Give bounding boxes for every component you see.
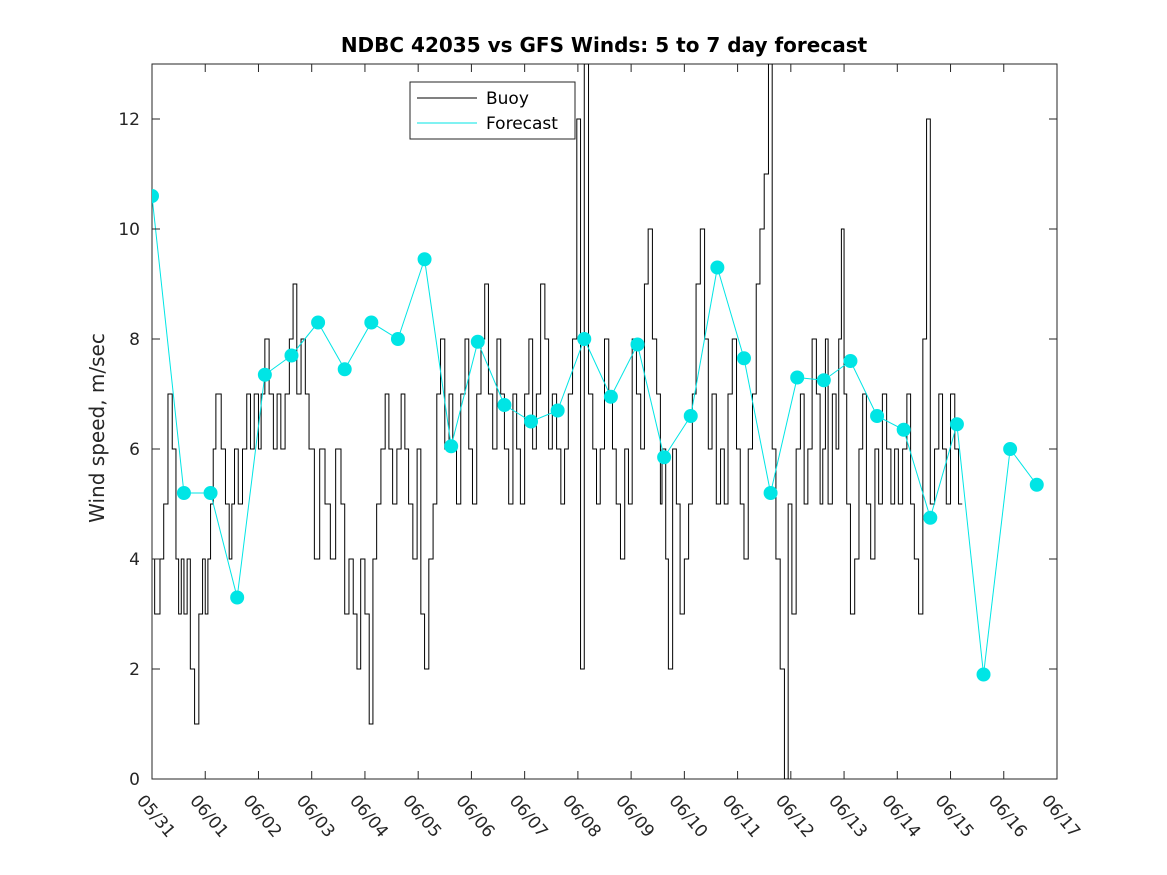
forecast-series-line: [743, 358, 772, 494]
forecast-marker: [337, 362, 352, 377]
forecast-series-line: [637, 344, 665, 458]
legend-box: [409, 81, 576, 140]
forecast-marker: [1029, 477, 1044, 492]
forecast-series-line: [690, 267, 718, 417]
forecast-series-line: [152, 195, 185, 494]
forecast-series-line: [849, 360, 878, 417]
forecast-marker: [657, 450, 672, 465]
forecast-marker: [843, 354, 858, 368]
forecast-series-line: [317, 322, 346, 370]
plot-area: [151, 63, 1058, 780]
legend-label-buoy: Buoy: [486, 89, 529, 109]
forecast-series-line: [344, 322, 372, 370]
forecast-marker: [577, 332, 592, 346]
legend: Buoy Forecast: [409, 81, 576, 140]
forecast-series-line: [450, 341, 479, 447]
forecast-marker: [896, 422, 911, 437]
forecast-marker: [790, 370, 805, 385]
y-tick-label: 12: [118, 110, 140, 130]
forecast-marker: [710, 260, 725, 275]
forecast-marker: [949, 417, 964, 432]
y-axis: 0 2 4 6 8 10 12: [118, 110, 1057, 790]
forecast-marker: [923, 510, 938, 525]
forecast-series-line: [956, 424, 985, 675]
forecast-marker: [311, 315, 326, 330]
forecast-series-line: [477, 341, 505, 406]
forecast-series-line: [397, 259, 426, 340]
forecast-marker: [364, 315, 379, 330]
forecast-marker: [763, 486, 778, 500]
forecast-marker: [1003, 442, 1018, 456]
forecast-marker: [470, 334, 485, 349]
forecast-series-line: [716, 267, 745, 359]
forecast-marker: [152, 189, 159, 203]
y-tick-label: 0: [129, 770, 140, 790]
forecast-marker: [603, 389, 618, 404]
forecast-marker: [976, 667, 991, 682]
y-tick-label: 10: [118, 220, 140, 240]
legend-label-forecast: Forecast: [486, 114, 558, 134]
forecast-series-line: [210, 492, 238, 598]
buoy-series-line: [152, 64, 963, 779]
axes-frame: [151, 63, 1058, 780]
forecast-marker: [550, 403, 565, 418]
forecast-series-line: [236, 374, 266, 598]
forecast-series-line: [663, 415, 692, 458]
forecast-marker: [203, 486, 218, 500]
forecast-marker: [524, 414, 539, 429]
forecast-marker: [444, 439, 459, 454]
forecast-marker: [257, 367, 272, 382]
forecast-series-line: [557, 338, 585, 411]
forecast-marker: [630, 337, 645, 352]
chart-title: NDBC 42035 vs GFS Winds: 5 to 7 day fore…: [341, 33, 868, 57]
forecast-series-line: [903, 429, 931, 518]
forecast-series-line: [424, 259, 452, 447]
forecast-marker: [736, 351, 751, 366]
forecast-marker: [417, 252, 432, 267]
forecast-series-line: [610, 344, 638, 397]
y-tick-label: 2: [129, 660, 140, 680]
forecast-marker: [230, 590, 245, 605]
y-tick-label: 8: [129, 330, 140, 350]
forecast-marker: [683, 409, 698, 423]
forecast-series-line: [583, 338, 612, 397]
forecast-series-line: [983, 448, 1011, 675]
forecast-marker: [390, 332, 405, 346]
forecast-marker: [497, 398, 512, 412]
y-tick-label: 4: [129, 550, 140, 570]
forecast-series-line: [1009, 448, 1038, 486]
forecast-series-line: [770, 377, 798, 494]
y-axis-label: Wind speed, m/sec: [85, 333, 109, 523]
forecast-marker: [176, 486, 191, 500]
forecast-marker: [816, 373, 831, 388]
y-tick-label: 6: [129, 440, 140, 460]
series-group: [152, 64, 1044, 779]
forecast-series-line: [291, 322, 319, 356]
forecast-marker: [870, 409, 885, 423]
forecast-series-line: [929, 424, 958, 518]
forecast-marker: [284, 348, 299, 363]
